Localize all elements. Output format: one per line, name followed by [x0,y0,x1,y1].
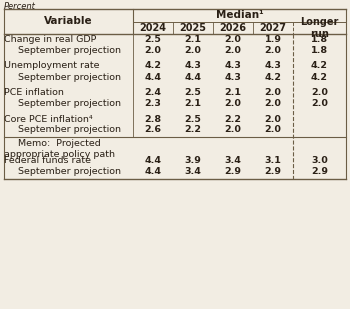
Text: 1.8: 1.8 [311,46,328,55]
Text: September projection: September projection [12,167,121,176]
Text: 2025: 2025 [180,23,206,33]
Text: September projection: September projection [12,125,121,134]
Text: 2.9: 2.9 [311,167,328,176]
Text: 4.2: 4.2 [265,73,281,82]
Text: 2.3: 2.3 [145,99,161,108]
Text: 4.4: 4.4 [145,156,161,165]
Text: 4.3: 4.3 [225,73,242,82]
Text: 2.9: 2.9 [224,167,241,176]
Text: 2.6: 2.6 [145,125,161,134]
Text: Change in real GDP: Change in real GDP [4,35,96,44]
Text: 2.4: 2.4 [145,88,161,97]
Text: 4.3: 4.3 [225,61,242,70]
Text: 4.2: 4.2 [145,61,161,70]
Text: 4.3: 4.3 [184,61,202,70]
Text: 2027: 2027 [259,23,287,33]
Text: 2.0: 2.0 [265,46,281,55]
Text: 4.2: 4.2 [311,73,328,82]
Text: 2.0: 2.0 [311,99,328,108]
Text: September projection: September projection [12,99,121,108]
Text: 3.0: 3.0 [311,156,328,165]
Text: September projection: September projection [12,46,121,55]
Text: 2.5: 2.5 [145,35,161,44]
Text: 2.0: 2.0 [225,46,242,55]
Text: 2.0: 2.0 [145,46,161,55]
Text: Longer
run: Longer run [300,17,339,39]
Text: 2.1: 2.1 [184,35,202,44]
Text: 1.9: 1.9 [265,35,281,44]
Text: 4.4: 4.4 [184,73,202,82]
Text: 2.0: 2.0 [265,115,281,124]
Text: 4.3: 4.3 [265,61,281,70]
Text: 2.9: 2.9 [265,167,281,176]
Text: 2.0: 2.0 [265,125,281,134]
Text: 2.2: 2.2 [224,115,241,124]
Text: 3.9: 3.9 [184,156,202,165]
Text: Federal funds rate: Federal funds rate [4,156,91,165]
Text: 2.0: 2.0 [225,99,242,108]
Text: 4.4: 4.4 [145,167,161,176]
Text: 1.8: 1.8 [311,35,328,44]
Text: 2.1: 2.1 [224,88,241,97]
Text: 3.4: 3.4 [184,167,202,176]
Text: 3.1: 3.1 [265,156,281,165]
Text: 2.0: 2.0 [311,88,328,97]
Text: 2.5: 2.5 [184,115,202,124]
Text: 2.2: 2.2 [184,125,202,134]
Text: 2.1: 2.1 [184,99,202,108]
Text: 4.4: 4.4 [145,73,161,82]
Text: Core PCE inflation⁴: Core PCE inflation⁴ [4,115,93,124]
Text: 3.4: 3.4 [225,156,242,165]
Text: Median¹: Median¹ [216,11,263,20]
Text: 2.0: 2.0 [184,46,202,55]
Text: PCE inflation: PCE inflation [4,88,64,97]
Text: September projection: September projection [12,73,121,82]
Text: Memo:  Projected
appropriate policy path: Memo: Projected appropriate policy path [4,139,115,159]
Text: 2.0: 2.0 [265,88,281,97]
Text: Unemployment rate: Unemployment rate [4,61,99,70]
Text: 2.5: 2.5 [184,88,202,97]
Text: 2.0: 2.0 [225,125,242,134]
Text: 4.2: 4.2 [311,61,328,70]
Text: Variable: Variable [44,16,93,27]
Text: 2024: 2024 [140,23,167,33]
Text: 2.0: 2.0 [225,35,242,44]
Text: 2026: 2026 [219,23,246,33]
Text: 2.8: 2.8 [145,115,162,124]
Text: Percent: Percent [4,2,36,11]
Text: 2.0: 2.0 [265,99,281,108]
